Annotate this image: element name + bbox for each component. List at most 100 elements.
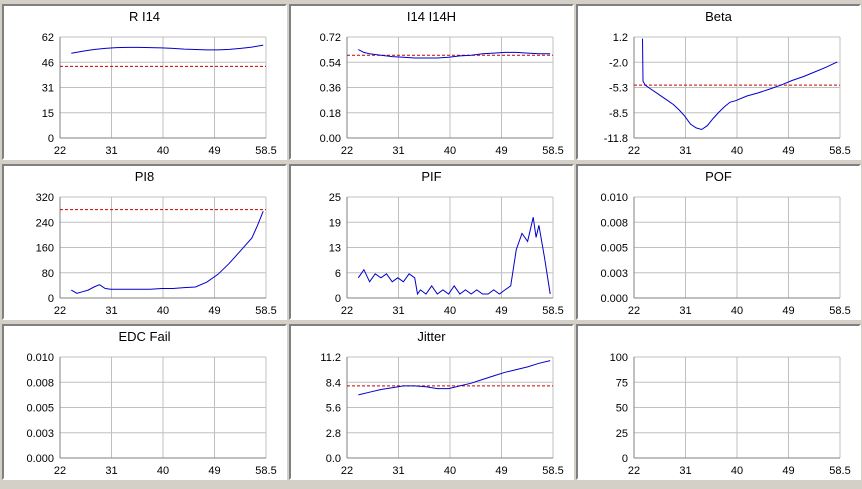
- x-tick-label: 58.5: [829, 145, 850, 157]
- chart-panel: Beta 22 31 40 49 58.5 -11.8 -8.5 -5.3 -2.0 1.2: [576, 4, 861, 160]
- y-tick-label: -8.5: [609, 108, 628, 120]
- chart-plot: 22 31 40 49 58.5 -11.8 -8.5 -5.3 -2.0 1.2: [604, 32, 851, 157]
- x-tick-label: 31: [105, 145, 117, 157]
- y-tick-label: 0: [48, 293, 54, 305]
- x-tick-label: 49: [208, 305, 220, 317]
- x-tick-label: 58.5: [255, 145, 276, 157]
- y-tick-label: 160: [36, 243, 54, 255]
- x-tick-label: 22: [54, 305, 66, 317]
- chart-panel: I14 I14H 22 31 40 49 58.5 0.00 0.18 0.36 0.54 0.72: [289, 4, 574, 160]
- y-tick-label: 240: [36, 217, 54, 229]
- x-tick-label: 49: [495, 145, 507, 157]
- x-tick-label: 40: [444, 145, 456, 157]
- x-tick-label: 22: [341, 465, 353, 477]
- x-tick-label: 31: [105, 465, 117, 477]
- x-tick-label: 40: [731, 305, 743, 317]
- y-tick-label: 0.36: [320, 83, 341, 95]
- chart-panel: PI8 22 31 40 49 58.5 0 80 160 240 320: [2, 164, 287, 320]
- y-tick-label: 75: [616, 377, 628, 389]
- y-tick-label: 0.005: [600, 243, 628, 255]
- chart-title: EDC Fail: [118, 329, 171, 344]
- y-tick-label: 320: [36, 192, 54, 204]
- x-tick-label: 31: [679, 465, 691, 477]
- x-tick-label: 40: [157, 145, 169, 157]
- x-tick-label: 40: [157, 465, 169, 477]
- x-tick-label: 40: [731, 145, 743, 157]
- y-tick-label: 0: [622, 453, 628, 465]
- x-tick-label: 49: [208, 465, 220, 477]
- chart-plot: 22 31 40 49 58.5 0.0 2.8 5.6 8.4 11.2: [320, 352, 563, 477]
- y-tick-label: 0.003: [26, 428, 54, 440]
- y-tick-label: 25: [329, 192, 341, 204]
- chart-panel: EDC Fail 22 31 40 49 58.5 0.000 0.003 0.005 0.008…: [2, 324, 287, 480]
- y-tick-label: 0.18: [320, 108, 341, 120]
- chart-plot: 22 31 40 49 58.5 0 15 31 46 62: [42, 32, 277, 157]
- x-tick-label: 22: [54, 145, 66, 157]
- y-tick-label: 13: [329, 243, 341, 255]
- x-tick-label: 58.5: [542, 305, 563, 317]
- y-tick-label: 19: [329, 217, 341, 229]
- x-tick-label: 22: [341, 145, 353, 157]
- y-tick-label: -5.3: [609, 83, 628, 95]
- x-tick-label: 22: [54, 465, 66, 477]
- y-tick-label: 5.6: [326, 403, 341, 415]
- y-tick-label: 0.72: [320, 32, 341, 44]
- x-tick-label: 58.5: [542, 145, 563, 157]
- chart-panel: POF 22 31 40 49 58.5 0.000 0.003 0.005 0.008 0.010: [576, 164, 861, 320]
- x-tick-label: 40: [157, 305, 169, 317]
- x-tick-label: 49: [495, 465, 507, 477]
- y-tick-label: -11.8: [604, 133, 628, 145]
- x-tick-label: 22: [628, 465, 640, 477]
- y-tick-label: 1.2: [613, 32, 628, 44]
- x-tick-label: 31: [392, 145, 404, 157]
- y-tick-label: 0.010: [600, 192, 628, 204]
- y-tick-label: 15: [42, 108, 54, 120]
- series-line: [642, 38, 838, 131]
- y-tick-label: 2.8: [326, 428, 341, 440]
- chart-title: POF: [705, 169, 732, 184]
- x-tick-label: 58.5: [255, 305, 276, 317]
- chart-title: Jitter: [417, 329, 446, 344]
- series-line: [358, 49, 551, 59]
- series-line: [71, 44, 264, 54]
- x-tick-label: 31: [392, 305, 404, 317]
- x-tick-label: 22: [341, 305, 353, 317]
- y-tick-label: 80: [42, 268, 54, 280]
- x-tick-label: 49: [782, 145, 794, 157]
- x-tick-label: 58.5: [829, 465, 850, 477]
- y-tick-label: 62: [42, 32, 54, 44]
- y-tick-label: 50: [616, 403, 628, 415]
- x-tick-label: 58.5: [255, 465, 276, 477]
- series-line: [358, 360, 551, 396]
- x-tick-label: 31: [392, 465, 404, 477]
- x-tick-label: 22: [628, 145, 640, 157]
- y-tick-label: 6: [335, 268, 341, 280]
- chart-panel: 22 31 40 49 58.5 0 25 50 75 100: [576, 324, 861, 480]
- x-tick-label: 31: [105, 305, 117, 317]
- chart-plot: 22 31 40 49 58.5 0 80 160 240 320: [36, 192, 277, 317]
- y-tick-label: 100: [610, 352, 628, 364]
- x-tick-label: 49: [782, 465, 794, 477]
- y-tick-label: 0.008: [26, 377, 54, 389]
- y-tick-label: 0.008: [600, 217, 628, 229]
- x-tick-label: 40: [444, 465, 456, 477]
- chart-title: Beta: [705, 9, 732, 24]
- chart-title: I14 I14H: [406, 9, 457, 24]
- chart-title: R I14: [128, 9, 161, 24]
- y-tick-label: 0.54: [320, 57, 341, 69]
- x-tick-label: 40: [731, 465, 743, 477]
- chart-plot: 22 31 40 49 58.5 0 25 50 75 100: [610, 352, 851, 477]
- chart-panel: R I14 22 31 40 49 58.5 0 15 31 46 62: [2, 4, 287, 160]
- x-tick-label: 58.5: [829, 305, 850, 317]
- x-tick-label: 58.5: [542, 465, 563, 477]
- x-tick-label: 49: [208, 145, 220, 157]
- series-line: [357, 217, 551, 296]
- x-tick-label: 22: [628, 305, 640, 317]
- x-tick-label: 49: [495, 305, 507, 317]
- y-tick-label: 0: [48, 133, 54, 145]
- x-tick-label: 49: [782, 305, 794, 317]
- y-tick-label: 46: [42, 57, 54, 69]
- x-tick-label: 31: [679, 145, 691, 157]
- y-tick-label: 11.2: [320, 352, 341, 364]
- chart-plot: 22 31 40 49 58.5 0 6 13 19 25: [329, 192, 564, 317]
